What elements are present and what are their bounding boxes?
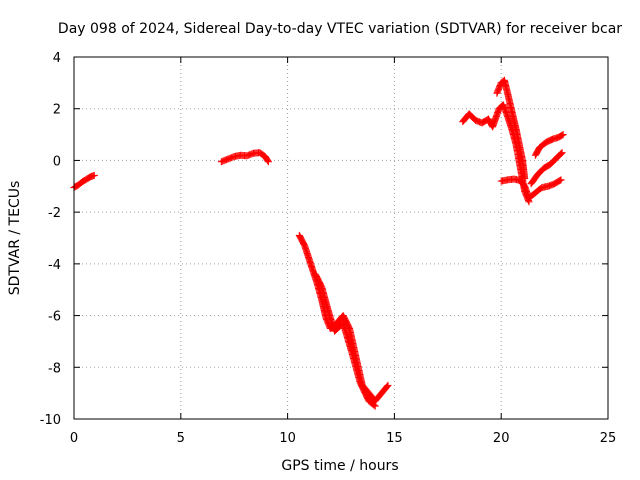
data-point <box>557 176 565 184</box>
data-point <box>559 131 567 139</box>
x-tick-label: 25 <box>600 431 617 446</box>
y-tick-label: -10 <box>40 413 61 428</box>
data-point <box>558 131 566 139</box>
data-marks <box>70 76 567 410</box>
x-tick-label: 10 <box>279 431 296 446</box>
y-axis-label: SDTVAR / TECUs <box>7 181 23 296</box>
y-tick-label: -6 <box>48 310 61 325</box>
data-point <box>557 150 565 158</box>
x-tick-label: 5 <box>177 431 185 446</box>
data-point <box>90 171 98 179</box>
x-tick-label: 20 <box>493 431 510 446</box>
data-point <box>384 381 392 389</box>
chart-title: Day 098 of 2024, Sidereal Day-to-day VTE… <box>58 21 622 37</box>
data-point <box>264 158 272 166</box>
data-point <box>558 149 566 157</box>
x-tick-label: 0 <box>70 431 78 446</box>
y-tick-label: -8 <box>48 361 61 376</box>
data-point <box>556 176 564 184</box>
y-tick-label: 4 <box>53 51 61 66</box>
data-point <box>383 382 391 390</box>
plot-frame <box>73 56 609 420</box>
grid-layer <box>74 57 608 419</box>
data-point <box>371 402 379 410</box>
x-axis-label: GPS time / hours <box>281 458 398 474</box>
y-tick-label: -2 <box>48 206 61 221</box>
data-point <box>370 401 378 409</box>
data-point <box>521 175 529 183</box>
data-point <box>264 157 272 165</box>
data-point <box>556 150 564 158</box>
y-tick-label: 0 <box>53 154 61 169</box>
y-tick-label: 2 <box>53 103 61 118</box>
x-tick-label: 15 <box>386 431 403 446</box>
y-tick-label: -4 <box>48 258 61 273</box>
